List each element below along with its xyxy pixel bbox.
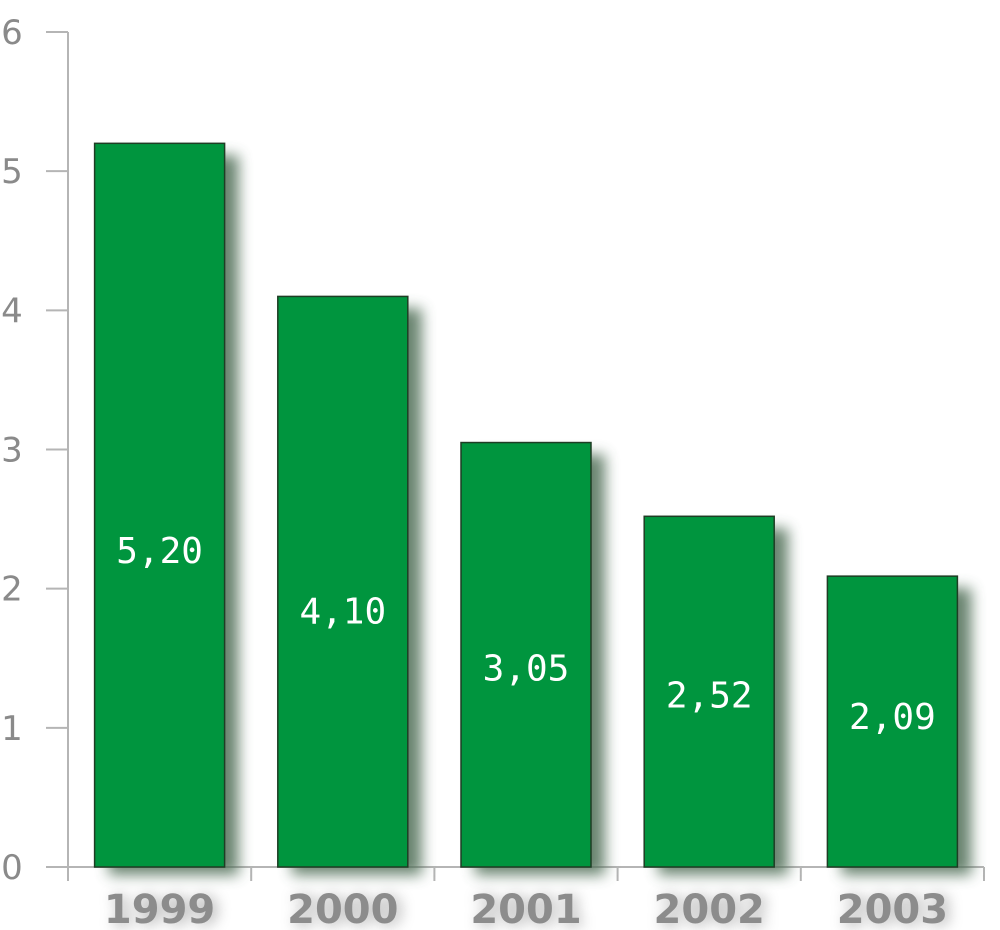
bar-1999: [93, 142, 226, 868]
category-label-2003: 2003: [837, 887, 948, 930]
category-label-shadow: 2002: [658, 889, 769, 930]
category-label-1999: 1999: [104, 887, 215, 930]
category-label-2002: 2002: [654, 887, 765, 930]
y-tick-label: 0: [1, 848, 23, 888]
bars-group: 5,20 4,10 3,05 2,52 2,09: [93, 142, 972, 876]
y-tick-label: 1: [1, 709, 23, 749]
y-tick-label: 3: [1, 431, 23, 471]
bar-group-1999: 5,20: [93, 142, 239, 876]
y-tick-label: 5: [1, 152, 23, 192]
category-label-shadow: 1999: [108, 889, 219, 930]
data-label-1999: 5,20: [116, 531, 203, 572]
data-label-2002: 2,52: [666, 676, 753, 717]
category-label-shadow: 2001: [474, 889, 585, 930]
category-label-2000: 2000: [287, 887, 398, 930]
bar-2001: [460, 441, 592, 868]
y-tick-label: 2: [1, 570, 23, 610]
bar-group-2001: 3,05: [460, 441, 605, 875]
data-label-2001: 3,05: [483, 649, 570, 690]
bar-group-2000: 4,10: [277, 295, 422, 876]
category-label-shadow: 2003: [841, 889, 952, 930]
y-axis: 0 1 2 3 4 5 6: [1, 13, 69, 888]
category-label-2001: 2001: [470, 887, 581, 930]
bar-2000: [277, 295, 409, 868]
bar-group-2002: 2,52: [643, 515, 789, 875]
category-label-shadow: 2000: [291, 889, 402, 930]
y-tick-label: 4: [1, 291, 23, 331]
bar-2002: [643, 515, 775, 868]
y-tick-label: 6: [1, 13, 23, 53]
data-label-2000: 4,10: [299, 591, 386, 632]
bar-2003: [826, 575, 959, 868]
bar-group-2003: 2,09: [826, 575, 972, 875]
data-label-2003: 2,09: [849, 697, 936, 738]
